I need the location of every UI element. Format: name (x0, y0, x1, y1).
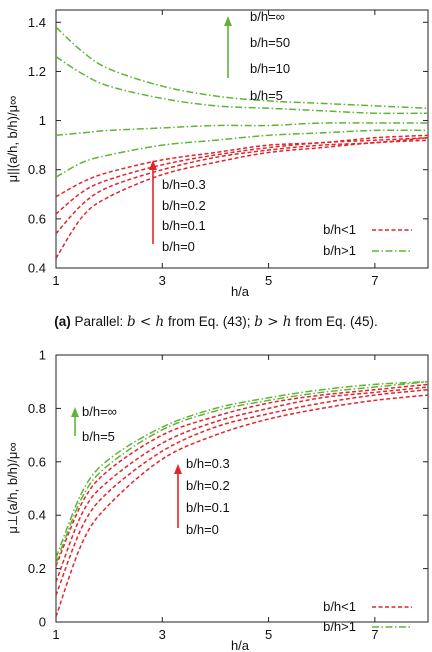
y-tick-label: 0.4 (28, 508, 46, 523)
annotation-label-lt: b/h=0 (162, 239, 195, 254)
y-tick-label: 0.6 (28, 211, 46, 226)
series-line-gt-5 (56, 380, 428, 559)
series-line-gt-4 (56, 380, 428, 564)
chart-perpendicular-mobility: 1 3 5 7 0 0.2 0.4 0.6 0.8 1 h/a μ⊥(a/h, b/h)/μ∞ b/h=… (5, 348, 429, 652)
annotation-arrow-lt-head (149, 160, 157, 170)
y-tick-label: 0.8 (28, 162, 46, 177)
x-axis-label: h/a (231, 638, 250, 652)
annotation-label-gt: b/h=10 (250, 61, 290, 76)
x-axis-label: h/a (231, 284, 250, 299)
y-axis-label: μ||(a/h, b/h)/μ∞ (5, 96, 20, 183)
caption-a-math-2: b > h (254, 314, 292, 330)
annotation-arrow-lt-head (174, 464, 182, 474)
annotation-label-gt: b/h=50 (250, 35, 290, 50)
legend-label: b/h<1 (323, 222, 356, 237)
legend-label: b/h>1 (323, 619, 356, 634)
y-tick-label: 0.6 (28, 454, 46, 469)
series-line-gt-4 (56, 129, 428, 178)
plot-frame (55, 9, 429, 269)
x-tick-label: 5 (265, 273, 272, 288)
caption-a-tag: (a) (54, 314, 71, 329)
annotation-label-lt: b/h=0.2 (186, 478, 230, 493)
series-line-lt-1 (56, 137, 428, 235)
legend-label: b/h>1 (323, 243, 356, 258)
x-tick-label: 3 (159, 627, 166, 642)
annotation-label-gt: b/h=∞ (250, 9, 285, 24)
y-tick-label: 1 (39, 113, 46, 128)
caption-a-math-1: b < h (127, 314, 165, 330)
series-line-lt-1 (56, 388, 428, 596)
annotation-label-gt: b/h=5 (82, 429, 115, 444)
series-line-lt-0 (56, 394, 428, 617)
series-line-lt-2 (56, 386, 428, 583)
annotation-label-gt: b/h=5 (250, 88, 283, 103)
y-tick-label: 0.8 (28, 401, 46, 416)
legend-label: b/h<1 (323, 599, 356, 614)
x-tick-label: 7 (371, 273, 378, 288)
y-tick-label: 1.4 (28, 15, 46, 30)
series-line-lt-3 (56, 383, 428, 567)
caption-a-text-mid: from Eq. (43); (164, 314, 255, 329)
annotation-label-lt: b/h=0.1 (162, 218, 206, 233)
annotation-label-lt: b/h=0.2 (162, 198, 206, 213)
series-line-gt-6 (56, 56, 428, 115)
annotation-label-lt: b/h=0.3 (186, 456, 230, 471)
annotation-label-lt: b/h=0 (186, 522, 219, 537)
series-line-lt-2 (56, 137, 428, 215)
series-line-gt-5 (56, 122, 428, 137)
y-tick-label: 0 (39, 615, 46, 630)
x-tick-label: 3 (159, 273, 166, 288)
x-tick-label: 1 (52, 273, 59, 288)
chart-parallel-mobility: 1 3 5 7 0.4 0.6 0.8 1 1.2 1.4 h/a μ||(a/h, b/h)/μ∞ b… (5, 9, 429, 299)
y-axis-label: μ⊥(a/h, b/h)/μ∞ (5, 442, 20, 533)
y-tick-label: 0.4 (28, 261, 46, 276)
y-tick-label: 0.2 (28, 561, 46, 576)
annotation-label-lt: b/h=0.3 (162, 177, 206, 192)
series-line-gt-7 (56, 26, 428, 110)
annotation-label-gt: b/h=∞ (82, 404, 117, 419)
caption-a: (a) Parallel: b < h from Eq. (43); b > h… (0, 314, 432, 330)
x-tick-label: 1 (52, 627, 59, 642)
annotation-label-lt: b/h=0.1 (186, 500, 230, 515)
x-tick-label: 7 (371, 627, 378, 642)
caption-a-text-pre: Parallel: (70, 314, 127, 329)
y-tick-label: 1.2 (28, 64, 46, 79)
y-tick-label: 1 (39, 348, 46, 363)
plot-frame (55, 354, 429, 623)
series-line-lt-3 (56, 134, 428, 198)
series-line-lt-0 (56, 139, 428, 259)
annotation-arrow-gt-head (224, 16, 232, 26)
x-tick-label: 5 (265, 627, 272, 642)
caption-a-text-post: from Eq. (45). (291, 314, 378, 329)
annotation-arrow-gt-head (71, 407, 79, 417)
